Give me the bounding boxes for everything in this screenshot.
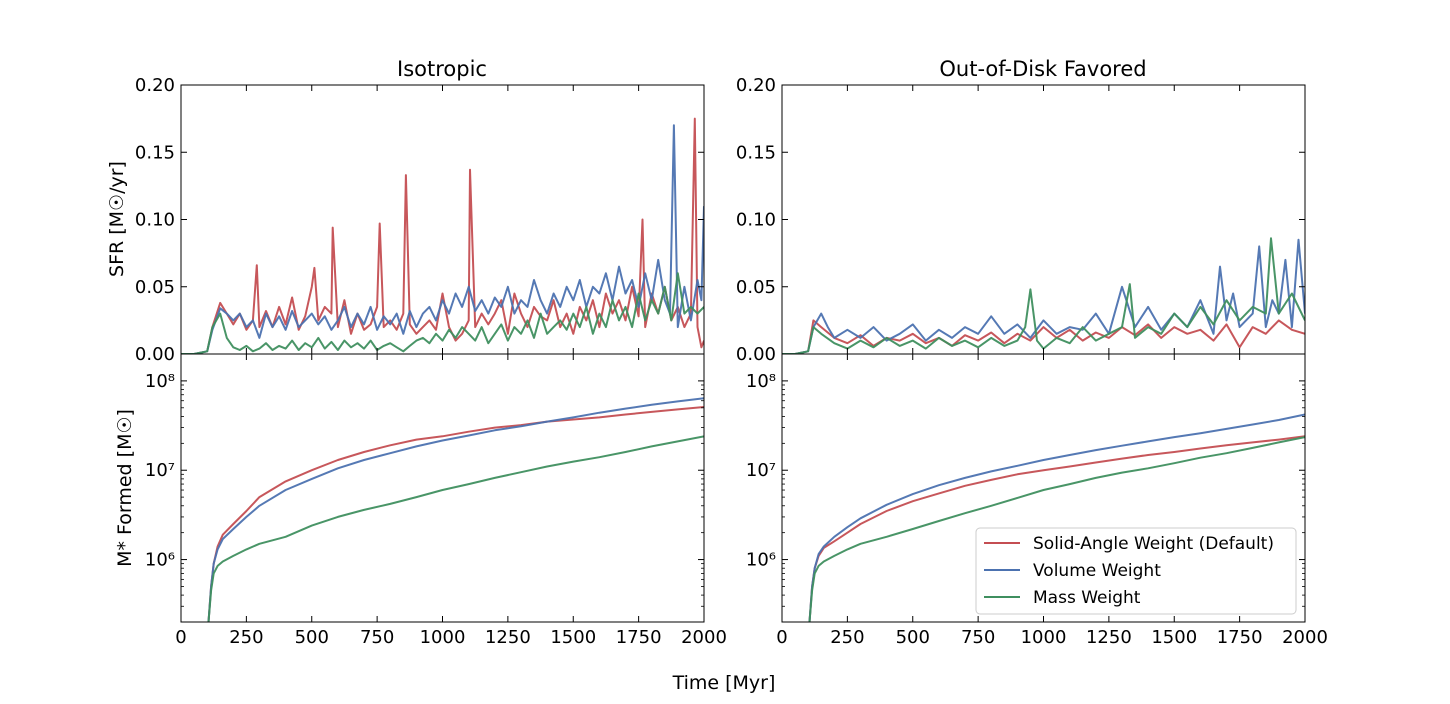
axes-frame-bottom-left xyxy=(180,353,705,623)
x-tick-label-bottom-right-500: 500 xyxy=(896,627,930,648)
x-tick-label-bottom-right-250: 250 xyxy=(830,627,864,648)
series-line-bottom-left-solid-angle-weight-default xyxy=(207,406,704,622)
series-line-top-left-solid-angle-weight-default xyxy=(181,117,704,354)
x-tick-label-bottom-left-1000: 1000 xyxy=(420,627,466,648)
y-tick-label-top-right-0.05: 0.05 xyxy=(736,277,776,298)
y-tick-label-top-left-0.20: 0.20 xyxy=(135,75,175,96)
series-line-bottom-right-mass-weight xyxy=(808,436,1305,622)
legend-label-solid-angle: Solid-Angle Weight (Default) xyxy=(1033,534,1274,554)
y-tick-label-top-right-0.15: 0.15 xyxy=(736,142,776,163)
panel-title-left: Isotropic xyxy=(397,57,487,81)
legend-label-volume: Volume Weight xyxy=(1033,561,1161,581)
legend-frame xyxy=(975,527,1297,615)
y-tick-label-top-left-0.10: 0.10 xyxy=(135,210,175,231)
series-line-top-right-mass-weight xyxy=(782,237,1305,354)
series-line-top-left-mass-weight xyxy=(181,272,704,354)
legend-label-mass: Mass Weight xyxy=(1033,588,1141,608)
series-line-bottom-left-mass-weight xyxy=(207,435,704,622)
y-axis-label-top: SFR [M☉/yr] xyxy=(106,161,128,277)
series-line-bottom-left-volume-weight xyxy=(207,397,704,622)
x-axis-label: Time [Myr] xyxy=(672,672,776,694)
y-tick-label-bottom-right-100000000: 10⁸ xyxy=(746,371,776,392)
x-tick-label-bottom-right-2000: 2000 xyxy=(1282,627,1328,648)
y-tick-label-top-right-0.10: 0.10 xyxy=(736,210,776,231)
x-tick-label-bottom-left-750: 750 xyxy=(360,627,394,648)
x-tick-label-bottom-left-1750: 1750 xyxy=(616,627,662,648)
x-tick-label-bottom-left-0: 0 xyxy=(175,627,186,648)
panel-title-right: Out-of-Disk Favored xyxy=(939,57,1146,81)
y-tick-label-bottom-left-10000000: 10⁷ xyxy=(145,460,175,481)
x-tick-label-bottom-right-1750: 1750 xyxy=(1217,627,1263,648)
y-tick-label-top-right-0.20: 0.20 xyxy=(736,75,776,96)
x-tick-label-bottom-left-1250: 1250 xyxy=(485,627,531,648)
y-tick-label-top-left-0.00: 0.00 xyxy=(135,344,175,365)
x-tick-label-bottom-right-750: 750 xyxy=(961,627,995,648)
y-tick-label-top-right-0.00: 0.00 xyxy=(736,344,776,365)
y-tick-label-top-left-0.05: 0.05 xyxy=(135,277,175,298)
series-line-top-left-volume-weight xyxy=(181,124,704,354)
x-tick-label-bottom-left-500: 500 xyxy=(295,627,329,648)
x-tick-label-bottom-left-2000: 2000 xyxy=(681,627,727,648)
y-tick-label-top-left-0.15: 0.15 xyxy=(135,142,175,163)
x-tick-label-bottom-right-1000: 1000 xyxy=(1021,627,1067,648)
x-tick-label-bottom-left-250: 250 xyxy=(229,627,263,648)
y-tick-label-bottom-right-10000000: 10⁷ xyxy=(746,460,776,481)
legend: Solid-Angle Weight (Default) Volume Weig… xyxy=(975,527,1297,615)
x-tick-label-bottom-left-1500: 1500 xyxy=(550,627,596,648)
y-tick-label-bottom-right-1000000: 10⁶ xyxy=(746,550,776,571)
y-tick-label-bottom-left-100000000: 10⁸ xyxy=(145,371,175,392)
y-tick-label-bottom-left-1000000: 10⁶ xyxy=(145,550,175,571)
x-tick-label-bottom-right-0: 0 xyxy=(776,627,787,648)
x-tick-label-bottom-right-1250: 1250 xyxy=(1086,627,1132,648)
series-line-top-right-volume-weight xyxy=(782,238,1305,354)
x-tick-label-bottom-right-1500: 1500 xyxy=(1151,627,1197,648)
series-line-bottom-right-volume-weight xyxy=(808,413,1305,622)
y-axis-label-bottom: M* Formed [M☉] xyxy=(114,409,136,567)
